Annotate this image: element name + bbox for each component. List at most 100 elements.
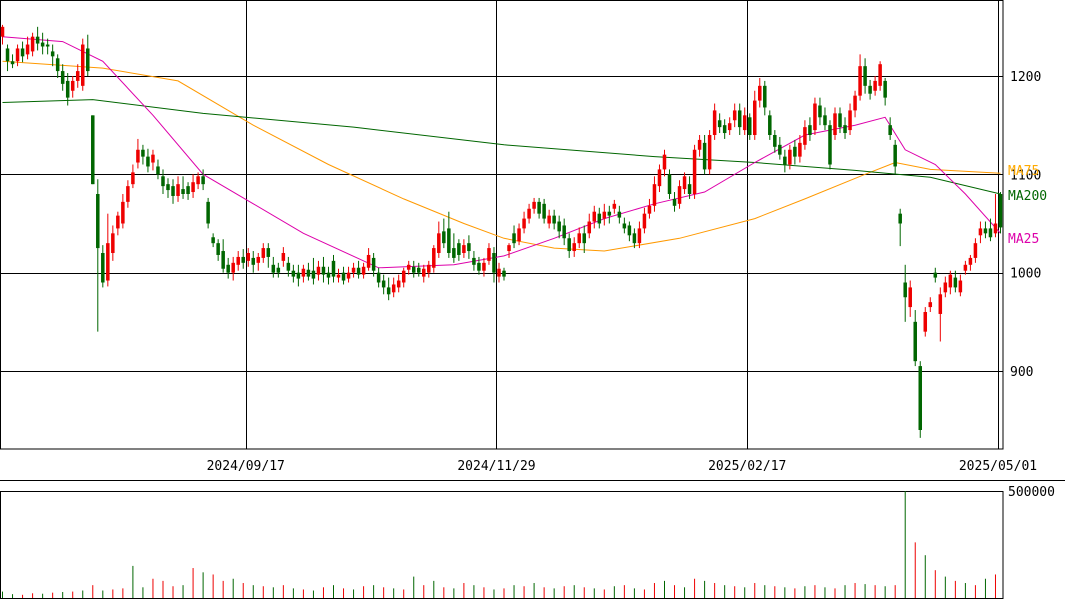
candle-body — [948, 274, 953, 288]
candle-body — [933, 272, 938, 278]
candle-body — [206, 201, 210, 224]
volume-grid — [0, 491, 1004, 599]
candle-body — [151, 154, 155, 163]
candle-body — [281, 253, 286, 261]
candle-body — [427, 264, 431, 273]
candle-body — [477, 262, 481, 271]
candle-body — [502, 270, 506, 277]
candle-body — [91, 115, 95, 185]
candle-body — [462, 245, 466, 253]
candle-body — [953, 277, 958, 288]
candle-body — [783, 156, 787, 165]
candle-body — [406, 264, 411, 270]
candle-body — [732, 110, 737, 121]
candle-body — [326, 272, 331, 278]
candle-body — [10, 61, 15, 65]
candle-body — [788, 149, 792, 165]
candle-body — [432, 248, 436, 268]
candle-body — [818, 105, 822, 118]
candle-body — [617, 211, 622, 218]
candle-body — [30, 36, 35, 52]
candle-body — [70, 80, 75, 91]
candle-body — [677, 186, 682, 204]
candle-body — [186, 186, 190, 194]
candle-body — [171, 186, 175, 196]
candle-body — [452, 248, 456, 258]
candle-body — [727, 123, 732, 131]
candle-body — [20, 48, 25, 57]
candle-body — [376, 272, 381, 283]
candle-body — [60, 71, 65, 84]
candle-body — [813, 103, 817, 131]
legend-ma200: MA200 — [1008, 189, 1047, 204]
candle-body — [116, 215, 120, 229]
candle-body — [978, 228, 983, 236]
x-tick-label: 2024/09/17 — [207, 459, 285, 474]
candle-body — [988, 228, 993, 238]
candle-body — [702, 142, 707, 170]
candle-body — [682, 176, 687, 190]
candle-body — [592, 211, 597, 222]
ma-line-ma75 — [2, 60, 1001, 252]
candle-body — [908, 287, 912, 308]
candle-body — [602, 211, 607, 219]
candle-body — [226, 264, 230, 273]
candle-body — [96, 194, 100, 249]
candle-body — [191, 182, 195, 193]
candle-body — [181, 189, 185, 194]
candle-body — [176, 184, 180, 196]
candle-body — [662, 154, 667, 170]
candle-body — [863, 66, 867, 86]
y-tick-label: 1200 — [1010, 70, 1041, 85]
candle-body — [823, 115, 827, 126]
candle-body — [667, 174, 672, 194]
candle-body — [40, 42, 45, 47]
candle-body — [577, 233, 581, 244]
candle-body — [607, 211, 612, 216]
candle-body — [968, 257, 973, 265]
candle-body — [737, 110, 742, 128]
y-tick-label: 1100 — [1010, 168, 1041, 183]
candle-body — [351, 267, 356, 273]
candle-body — [346, 272, 351, 279]
candle-body — [883, 80, 887, 98]
candle-body — [532, 201, 536, 209]
candle-body — [828, 125, 832, 165]
candle-body — [712, 110, 717, 135]
candle-body — [65, 80, 70, 98]
candle-body — [963, 264, 968, 271]
candle-body — [216, 243, 220, 255]
volume-y-tick-label: 500000 — [1008, 485, 1055, 500]
candle-body — [101, 253, 105, 283]
candle-body — [742, 115, 747, 131]
axis-labels: 1200 1100 1000 900 2024/09/17 2024/11/29 2025/… — [207, 70, 1055, 500]
candle-body — [587, 221, 592, 234]
x-tick-label: 2025/02/17 — [708, 459, 786, 474]
candle-body — [768, 115, 772, 135]
candle-body — [482, 262, 486, 271]
candle-body — [141, 149, 145, 157]
candle-body — [457, 243, 461, 255]
candle-body — [923, 312, 928, 332]
legend-ma75: MA75 — [1008, 164, 1039, 179]
candle-body — [803, 127, 807, 145]
candle-body — [356, 267, 361, 275]
candle-body — [888, 125, 892, 135]
candle-body — [492, 253, 496, 273]
candle-body — [808, 125, 812, 135]
candle-body — [938, 294, 943, 314]
candle-body — [111, 233, 115, 253]
candle-body — [5, 48, 10, 62]
candle-body — [221, 251, 225, 269]
candle-body — [196, 176, 200, 185]
candle-body — [993, 223, 998, 234]
candle-body — [898, 213, 902, 224]
candle-body — [246, 253, 250, 261]
price-panel-frame — [0, 0, 1004, 450]
candle-body — [86, 48, 90, 72]
candle-body — [632, 233, 637, 244]
candle-body — [763, 85, 767, 108]
candle-body — [80, 44, 85, 86]
candle-body — [778, 144, 782, 155]
